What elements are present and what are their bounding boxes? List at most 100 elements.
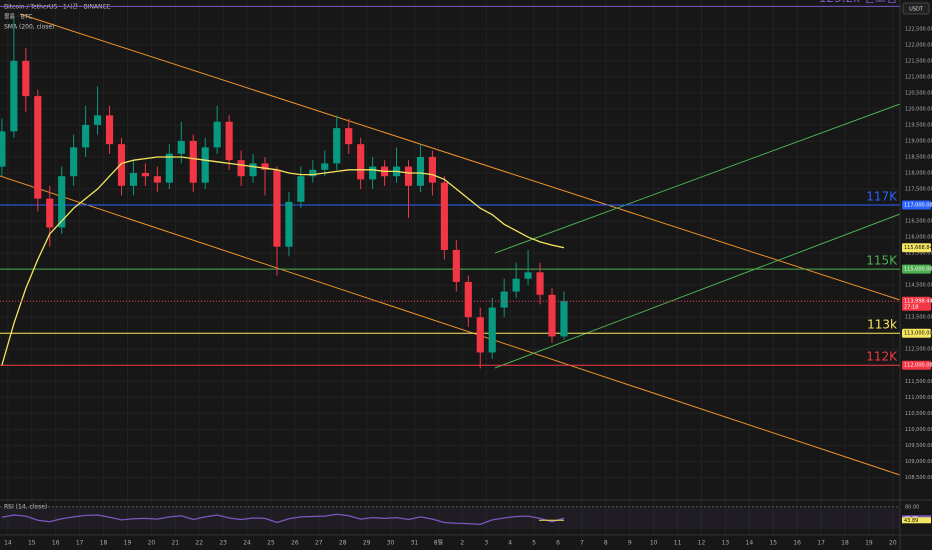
current-price-box xyxy=(902,296,931,311)
sma-tag: 115,668.84 xyxy=(904,245,932,251)
candle-body xyxy=(428,156,437,183)
sma-legend: SMA (200, close) xyxy=(4,24,54,31)
level-label: 113k xyxy=(867,318,897,332)
candle-body xyxy=(560,301,568,337)
grid xyxy=(0,0,900,535)
candle-body xyxy=(321,163,329,170)
x-tick-label: 4 xyxy=(508,540,512,547)
candle-body xyxy=(476,317,484,353)
rsi-ma-tag-box xyxy=(902,517,931,524)
trend-line xyxy=(19,13,901,301)
y-tick-label: 110,000.00 xyxy=(905,427,932,433)
rsi-line xyxy=(1,513,565,526)
candle-body xyxy=(0,131,6,167)
current-price-tag: 113,998.44 xyxy=(904,299,932,305)
candle-body xyxy=(22,60,30,97)
candle-body xyxy=(357,144,365,180)
x-tick-label: 17 xyxy=(76,540,84,547)
level-tag: 117,000.00 xyxy=(904,203,932,209)
x-tick-label: 21 xyxy=(171,540,179,547)
y-tick-label: 122,500.00 xyxy=(905,26,932,32)
y-tick-label: 108,500.00 xyxy=(905,475,932,481)
candle-body xyxy=(129,173,138,186)
y-tick-label: 113,500.00 xyxy=(905,315,932,321)
candle-body xyxy=(34,96,42,199)
candle-body xyxy=(93,115,102,125)
level-tag: 115,000.00 xyxy=(904,267,932,273)
x-tick-label: 2 xyxy=(460,540,464,547)
candle-body xyxy=(548,294,556,337)
candle-body xyxy=(237,160,245,177)
x-tick-label: 7 xyxy=(580,540,584,547)
sma-tag-box xyxy=(902,243,931,253)
candle-body xyxy=(309,169,317,177)
candle-body xyxy=(297,176,305,202)
candle-body xyxy=(369,166,377,180)
candle-body xyxy=(58,176,66,228)
x-tick-label: 16 xyxy=(52,540,60,547)
y-tick-label: 120,500.00 xyxy=(905,90,932,96)
rsi-band xyxy=(0,506,900,530)
candle-body xyxy=(261,163,269,170)
trend-line xyxy=(494,103,901,254)
level-tag: 112,000.00 xyxy=(904,363,932,369)
candle-body xyxy=(464,281,472,318)
x-tick-label: 14 xyxy=(4,540,12,547)
candle-body xyxy=(500,291,508,308)
rsi-ma-tag: 43.89 xyxy=(904,518,918,524)
candle-body xyxy=(189,140,197,183)
level-tag: 113,000.00 xyxy=(904,331,932,337)
x-tick-label: 10 xyxy=(650,540,658,547)
y-tick-label: 120,000.00 xyxy=(905,106,932,112)
x-tick-label: 5 xyxy=(532,540,536,547)
x-tick-label: 24 xyxy=(243,540,251,547)
x-tick-label: 26 xyxy=(291,540,299,547)
candle-body xyxy=(177,140,185,154)
level-label: 112K xyxy=(866,350,898,364)
y-tick-label: 109,000.00 xyxy=(905,459,932,465)
y-tick-label: 119,000.00 xyxy=(905,138,932,144)
x-tick-label: 18 xyxy=(841,540,849,547)
candle-body xyxy=(273,169,281,247)
level-label: 115K xyxy=(866,254,898,268)
candle-body xyxy=(10,60,18,132)
level-label: 117K xyxy=(866,190,898,204)
candle-body xyxy=(249,163,257,177)
x-tick-label: 15 xyxy=(28,540,36,547)
candle-body xyxy=(201,147,209,183)
candle-body xyxy=(333,128,341,164)
candle-body xyxy=(404,166,413,186)
candle-body xyxy=(536,272,544,295)
currency-box[interactable] xyxy=(902,2,930,15)
x-tick-label: 8월 xyxy=(434,539,443,547)
candle-body xyxy=(512,278,520,292)
candle-body xyxy=(488,307,496,353)
trend-line xyxy=(494,213,901,369)
candle-body xyxy=(153,176,161,183)
candle-body xyxy=(524,272,532,279)
volume-legend: 볼륨 · BTC xyxy=(4,14,32,21)
rsi-tick-label: 80.00 xyxy=(905,504,919,510)
x-tick-label: 11 xyxy=(674,540,682,547)
x-tick-label: 27 xyxy=(315,540,323,547)
candle-body xyxy=(141,173,150,177)
x-tick-label: 30 xyxy=(387,540,395,547)
x-tick-label: 20 xyxy=(148,540,156,547)
x-tick-label: 16 xyxy=(793,540,801,547)
candle-body xyxy=(117,144,126,186)
trend-lines xyxy=(0,13,901,476)
trend-line xyxy=(0,175,901,476)
x-tick-label: 9 xyxy=(628,540,632,547)
sma-line xyxy=(1,156,565,366)
candle-body xyxy=(70,147,78,177)
y-tick-label: 118,000.00 xyxy=(905,171,932,177)
x-tick-label: 18 xyxy=(100,540,108,547)
x-tick-label: 23 xyxy=(219,540,227,547)
candle-body xyxy=(345,128,353,145)
y-tick-label: 121,000.00 xyxy=(905,74,932,80)
x-tick-label: 22 xyxy=(195,540,203,547)
candle-body xyxy=(213,121,221,148)
candle-body xyxy=(225,121,233,161)
x-tick-label: 31 xyxy=(411,540,419,547)
